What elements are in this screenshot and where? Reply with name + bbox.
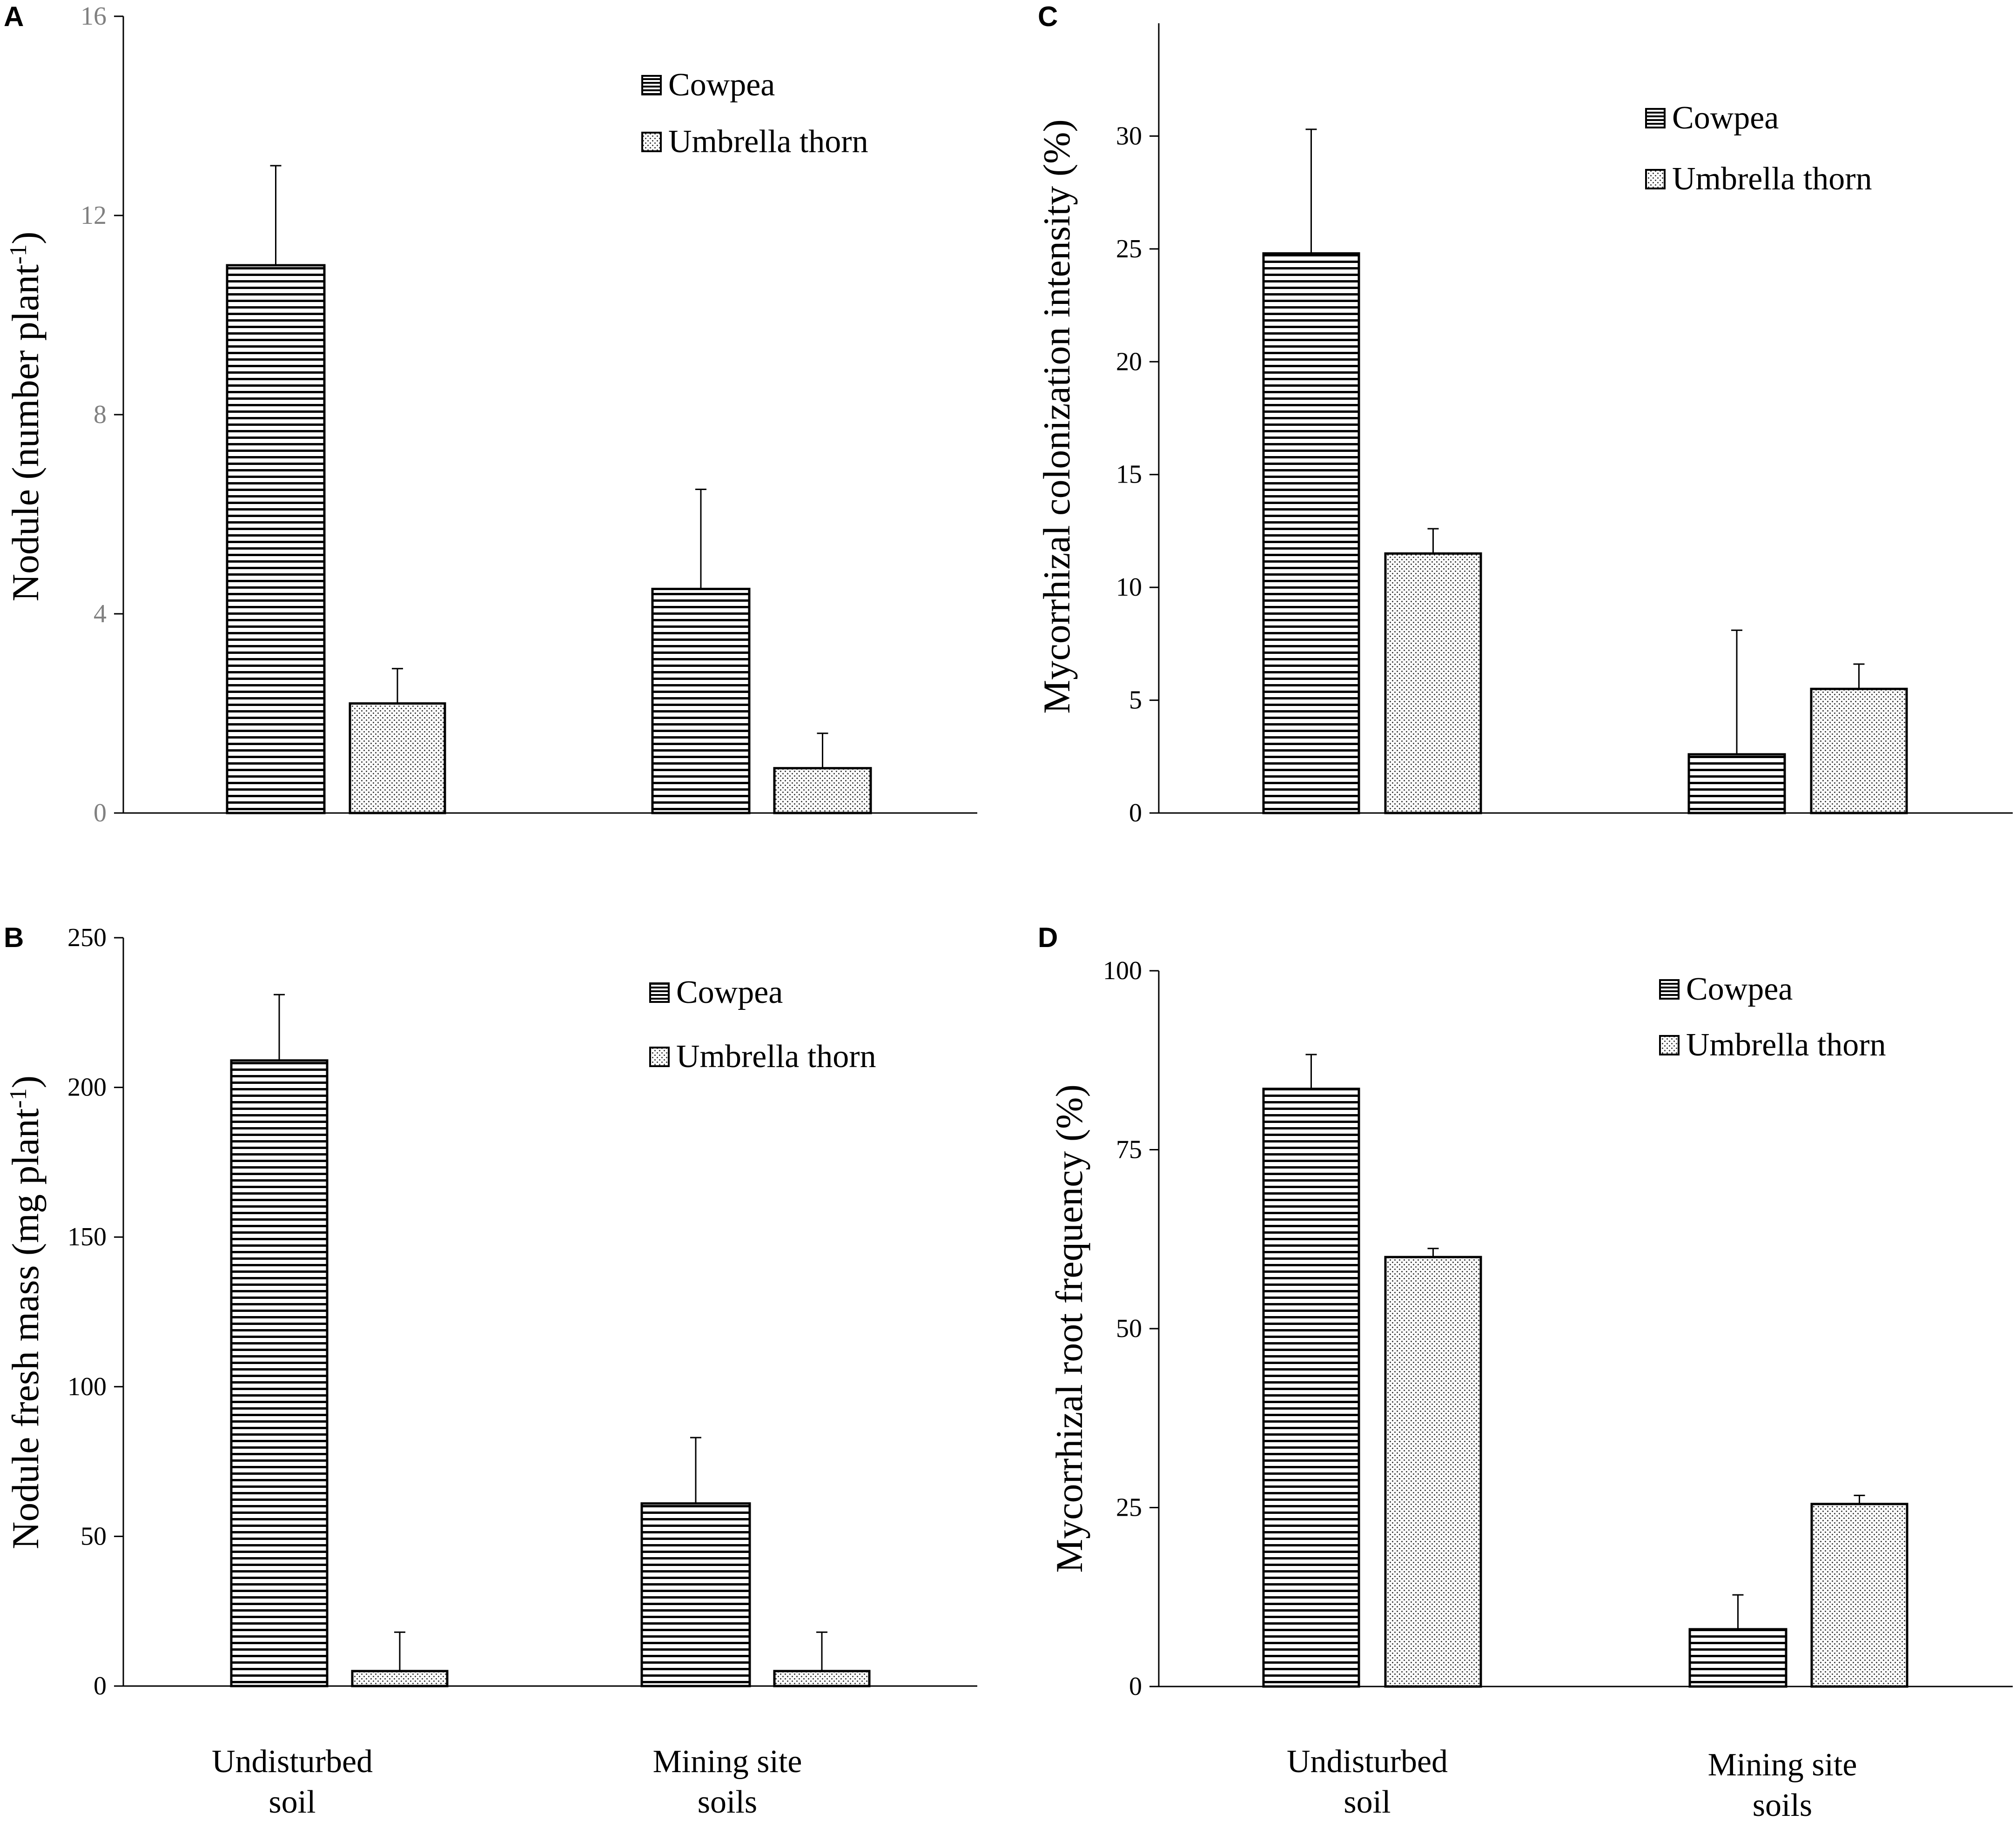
bar-cowpea xyxy=(230,1059,329,1687)
panel-c-colonization-intensity: 0 5 10 15 20 25 30 Mycorrhizal colonization int… xyxy=(1035,23,2013,827)
legend-swatch-cowpea xyxy=(1645,108,1666,128)
bar-cowpea xyxy=(1262,252,1360,814)
legend-swatch-umbrella-thorn xyxy=(1645,169,1666,189)
y-axis-title: Mycorrhizal root frequency (%) xyxy=(1048,1084,1090,1573)
y-tick-label: 250 xyxy=(67,923,107,952)
y-tick-label: 20 xyxy=(1116,347,1142,376)
legend-swatch-umbrella-thorn xyxy=(641,132,662,152)
legend-label-cowpea: Cowpea xyxy=(668,67,775,103)
legend-swatch-cowpea xyxy=(641,75,662,95)
panel-letter-d: D xyxy=(1038,922,1058,953)
y-tick-label: 16 xyxy=(81,2,107,31)
bar-umbrella-thorn xyxy=(1384,552,1482,814)
panel-letter-c: C xyxy=(1038,1,1058,32)
bar-umbrella-thorn xyxy=(1384,1256,1482,1688)
y-tick-label: 200 xyxy=(67,1073,107,1102)
legend-label-cowpea: Cowpea xyxy=(1686,971,1793,1007)
y-tick-label: 75 xyxy=(1116,1136,1142,1164)
bar-cowpea xyxy=(651,588,751,814)
y-axis-title: Nodule fresh mass (mg plant-1) xyxy=(4,1075,47,1549)
y-tick-label: 0 xyxy=(94,799,107,827)
y-tick-label: 25 xyxy=(1116,235,1142,263)
y-tick-label: 50 xyxy=(81,1522,107,1551)
legend-label-umbrella-thorn: Umbrella thorn xyxy=(668,124,868,160)
category-label-undisturbed-line2: soil xyxy=(269,1784,316,1820)
bar-cowpea xyxy=(226,264,326,814)
category-label-mining-line2: soils xyxy=(698,1784,757,1820)
legend-swatch-umbrella-thorn xyxy=(1659,1035,1680,1055)
category-label-undisturbed-line2-right: soil xyxy=(1344,1784,1391,1820)
y-tick-label: 5 xyxy=(1129,686,1142,715)
bar-cowpea xyxy=(640,1502,751,1687)
y-axis-title-main: Mycorrhizal root frequency (%) xyxy=(1048,1084,1090,1573)
y-axis-title-end: ) xyxy=(4,1075,47,1088)
legend-swatch-cowpea xyxy=(649,982,670,1003)
y-tick-label: 15 xyxy=(1116,460,1142,489)
panel-letter-b: B xyxy=(4,922,24,953)
bar-cowpea xyxy=(1688,1628,1788,1688)
y-tick-label: 8 xyxy=(94,400,107,429)
panel-a-nodule-number: 0 4 8 12 16 Nodule (number plant-1) Cowpea Umbr… xyxy=(4,2,977,827)
legend-label-umbrella-thorn: Umbrella thorn xyxy=(1686,1027,1886,1063)
y-axis-title-main: Mycorrhizal colonization intensity (%) xyxy=(1035,119,1078,713)
category-label-mining-line1: Mining site xyxy=(653,1744,802,1780)
y-tick-label: 10 xyxy=(1116,573,1142,602)
bar-umbrella-thorn xyxy=(349,702,446,814)
legend-swatch-umbrella-thorn xyxy=(649,1047,670,1067)
y-axis-title-main: Nodule fresh mass (mg plant xyxy=(4,1108,47,1549)
panel-d-root-frequency: 0 25 50 75 100 Mycorrhizal root frequency (%)… xyxy=(1048,956,2013,1701)
legend-label-umbrella-thorn: Umbrella thorn xyxy=(676,1039,876,1075)
panel-b-nodule-fresh-mass: 0 50 100 150 200 250 Nodule fresh mass (mg pla… xyxy=(4,923,977,1700)
bar-umbrella-thorn xyxy=(1810,687,1908,814)
category-label-mining-line2-right: soils xyxy=(1753,1787,1812,1821)
panel-letter-a: A xyxy=(4,1,24,32)
y-tick-label: 12 xyxy=(81,201,107,230)
y-axis-title-end: ) xyxy=(4,232,47,244)
legend-label-cowpea: Cowpea xyxy=(676,974,783,1010)
legend-swatch-cowpea xyxy=(1659,979,1680,1000)
category-label-mining-line1-right: Mining site xyxy=(1708,1747,1857,1783)
y-tick-label: 25 xyxy=(1116,1493,1142,1522)
bar-umbrella-thorn xyxy=(773,767,872,814)
bar-umbrella-thorn xyxy=(351,1670,449,1687)
y-tick-label: 50 xyxy=(1116,1314,1142,1343)
y-tick-label: 0 xyxy=(1129,799,1142,827)
y-axis-title-main: Nodule (number plant xyxy=(4,264,47,601)
category-label-undisturbed-line1-right: Undisturbed xyxy=(1287,1744,1448,1780)
legend-label-umbrella-thorn: Umbrella thorn xyxy=(1672,161,1872,197)
y-tick-label: 100 xyxy=(67,1372,107,1401)
y-axis-title-superscript: -1 xyxy=(5,1088,32,1108)
category-label-undisturbed-line1: Undisturbed xyxy=(212,1744,373,1780)
y-tick-label: 30 xyxy=(1116,121,1142,150)
y-axis-title: Mycorrhizal colonization intensity (%) xyxy=(1035,119,1078,713)
y-tick-label: 150 xyxy=(67,1223,107,1251)
y-tick-label: 4 xyxy=(94,599,107,628)
legend-label-cowpea: Cowpea xyxy=(1672,100,1779,136)
bar-umbrella-thorn xyxy=(1810,1503,1908,1688)
y-tick-label: 0 xyxy=(1129,1672,1142,1701)
bar-cowpea xyxy=(1262,1088,1360,1688)
y-axis-title-superscript: -1 xyxy=(5,244,32,264)
y-axis-title: Nodule (number plant-1) xyxy=(4,232,47,602)
y-tick-label: 0 xyxy=(94,1672,107,1700)
bar-cowpea xyxy=(1687,753,1786,814)
bar-umbrella-thorn xyxy=(773,1670,871,1687)
y-tick-label: 100 xyxy=(1103,956,1142,985)
